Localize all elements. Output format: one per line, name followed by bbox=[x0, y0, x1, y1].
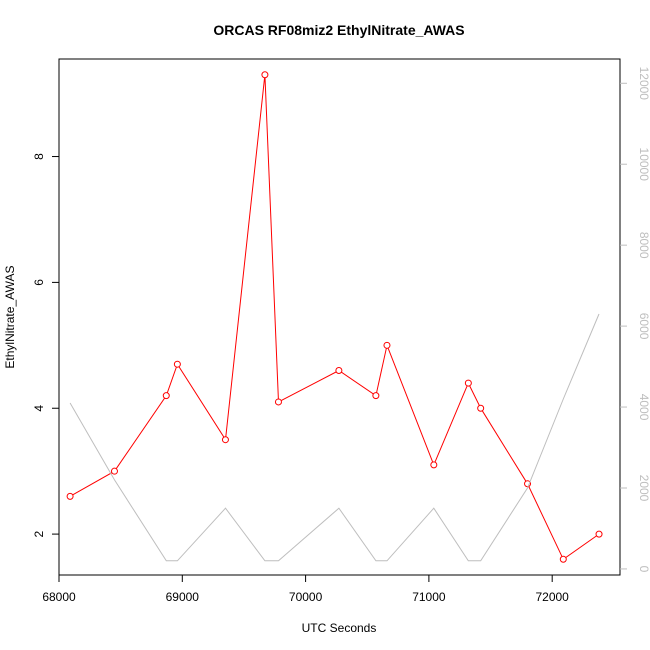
y2-tick-label: 12000 bbox=[637, 67, 650, 101]
data-point bbox=[162, 392, 170, 400]
plot-area bbox=[58, 58, 621, 576]
data-point bbox=[559, 555, 567, 563]
y-tick-label: 6 bbox=[32, 279, 46, 286]
data-point bbox=[173, 360, 181, 368]
series-line-right bbox=[69, 313, 600, 562]
data-point bbox=[221, 436, 229, 444]
x-axis-label: UTC Seconds bbox=[302, 621, 377, 635]
data-point bbox=[430, 461, 438, 469]
y-tick-label: 2 bbox=[32, 530, 46, 537]
data-point bbox=[261, 71, 269, 79]
x-tick-label: 72000 bbox=[535, 590, 569, 604]
y-axis-label: EthylNitrate_AWAS bbox=[3, 265, 17, 368]
data-point bbox=[464, 379, 472, 387]
x-tick-label: 71000 bbox=[412, 590, 446, 604]
data-point bbox=[383, 341, 391, 349]
x-tick-label: 69000 bbox=[166, 590, 200, 604]
data-point bbox=[274, 398, 282, 406]
data-point bbox=[110, 467, 118, 475]
y2-tick-label: 2000 bbox=[637, 475, 650, 502]
axes-layer: 68000 69000 70000 71000 72000 2 4 6 8 0 2000 4000 60… bbox=[32, 67, 650, 604]
chart-title: ORCAS RF08miz2 EthylNitrate_AWAS bbox=[213, 22, 464, 38]
data-point bbox=[595, 530, 603, 538]
y2-tick-label: 10000 bbox=[637, 148, 650, 182]
data-point bbox=[335, 366, 343, 374]
x-tick-label: 70000 bbox=[289, 590, 323, 604]
y-tick-label: 8 bbox=[32, 153, 46, 160]
series-line-left bbox=[69, 74, 600, 561]
y2-tick-label: 8000 bbox=[637, 232, 650, 259]
series-layer bbox=[66, 71, 603, 563]
y-tick-label: 4 bbox=[32, 405, 46, 412]
y2-tick-label: 4000 bbox=[637, 394, 650, 421]
data-point bbox=[66, 492, 74, 500]
data-point bbox=[477, 404, 485, 412]
data-point bbox=[372, 392, 380, 400]
y2-tick-label: 6000 bbox=[637, 313, 650, 340]
x-tick-label: 68000 bbox=[42, 590, 76, 604]
y2-tick-label: 0 bbox=[637, 566, 650, 573]
